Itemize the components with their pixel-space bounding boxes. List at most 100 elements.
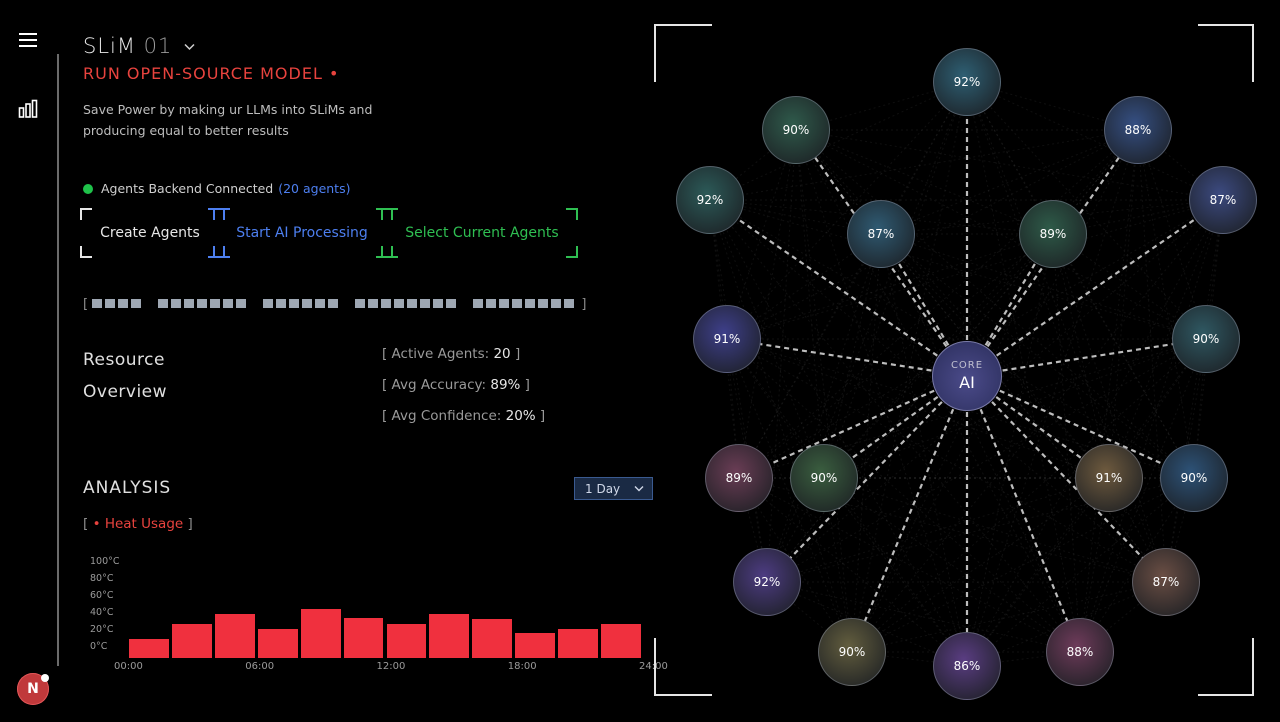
agent-node[interactable]: 87% [847,200,915,268]
network-link [966,337,1207,378]
progress-block [355,299,366,308]
bracket-icon [80,246,92,258]
agent-node[interactable]: 92% [733,548,801,616]
agent-node[interactable]: 90% [1160,444,1228,512]
progress-block [433,299,444,308]
bar-chart-icon[interactable] [18,99,38,119]
left-rail: N [0,0,59,722]
stat-avg-accuracy: [ Avg Accuracy: 89% ] [382,377,530,393]
agent-node[interactable]: 90% [818,618,886,686]
agent-node[interactable]: 92% [933,48,1001,116]
network-link [726,337,968,378]
heat-bar [429,613,470,658]
agent-node[interactable]: 91% [1075,444,1143,512]
progress-block [210,299,221,308]
bracket-icon [80,208,92,220]
y-tick-label: 80°C [90,573,114,584]
chevron-down-icon [634,486,644,492]
stat-bracket: ] [539,408,546,424]
agent-node-accuracy: 87% [1152,575,1180,589]
create-agents-button[interactable]: Create Agents [80,208,220,258]
agent-node[interactable]: 89% [705,444,773,512]
progress-block [263,299,274,308]
progress-block [525,299,536,308]
x-tick-label: 24:00 [639,661,668,672]
network-link [965,375,1082,653]
agent-count: (20 agents) [278,181,351,196]
bracket-icon [376,246,398,258]
x-tick-label: 06:00 [245,661,275,672]
progress-block [420,299,431,308]
heat-bar [214,613,255,658]
agent-node-accuracy: 86% [953,659,981,673]
stat-bracket: ] [524,377,530,393]
stat-label: [ Active Agents: [382,346,490,362]
bracket-icon [208,246,230,258]
stat-active-agents: [ Active Agents: 20 ] [382,346,520,362]
progress-block [328,299,339,308]
start-ai-processing-button[interactable]: Start AI Processing [208,208,386,258]
page-title[interactable]: SLiM 01 [83,34,195,58]
avatar-status-dot [41,674,49,682]
agent-node[interactable]: 90% [1172,305,1240,373]
y-tick-label: 100°C [90,556,120,567]
stat-label: [ Avg Accuracy: [382,377,487,393]
progress-block [223,299,234,308]
network-links [709,81,1224,667]
agent-node[interactable]: 90% [762,96,830,164]
progress-block [158,299,169,308]
heat-bar [558,629,599,658]
agent-node-accuracy: 89% [1039,227,1067,241]
core-label: CORE [950,360,984,371]
agent-node-accuracy: 90% [1180,471,1208,485]
bracket-icon [566,246,578,258]
agent-node[interactable]: 87% [1189,166,1257,234]
agent-node[interactable]: 92% [676,166,744,234]
chevron-down-icon[interactable] [184,43,195,51]
core-ai-node[interactable]: CORE AI [932,341,1002,411]
network-link [966,374,1195,480]
backend-status: Agents Backend Connected (20 agents) [83,181,350,196]
y-tick-label: 0°C [90,641,108,652]
frame-corner [1198,24,1254,82]
metric-bracket: ] [187,516,193,532]
stat-value: 20% [505,408,536,424]
agent-node[interactable]: 89% [1019,200,1087,268]
progress-block [184,299,195,308]
agent-node-accuracy: 91% [1095,471,1123,485]
status-dot-icon [83,183,93,194]
agent-node[interactable]: 86% [933,632,1001,700]
create-agents-label: Create Agents [100,225,200,241]
heat-usage-chart: 100°C 80°C 60°C 40°C 20°C 0°C 00:00 06:00 12:00 1… [90,556,668,678]
select-current-agents-label: Select Current Agents [405,225,559,241]
network-link [966,375,1167,583]
progress-block [512,299,523,308]
agent-node-accuracy: 88% [1124,123,1152,137]
progress-block [105,299,116,308]
page-subtitle: RUN OPEN-SOURCE MODEL • [83,64,340,83]
x-tick-label: 18:00 [507,661,537,672]
agent-node[interactable]: 87% [1132,548,1200,616]
frame-corner [654,638,712,696]
menu-icon[interactable] [19,33,37,47]
stat-label: [ Avg Confidence: [382,408,502,424]
agent-node-accuracy: 92% [753,575,781,589]
progress-block [446,299,457,308]
agent-node[interactable]: 91% [693,305,761,373]
network-link [966,129,1139,377]
progress-block [236,299,247,308]
resource-overview-heading: Resource Overview [83,344,167,408]
agent-node[interactable]: 88% [1046,618,1114,686]
time-range-select[interactable]: 1 Day [574,477,653,500]
x-tick-label: 00:00 [114,661,143,672]
select-current-agents-button[interactable]: Select Current Agents [376,208,578,258]
heat-bar [601,624,641,658]
progress-block [538,299,549,308]
agent-node[interactable]: 90% [790,444,858,512]
agent-node[interactable]: 88% [1104,96,1172,164]
stat-bracket: ] [514,346,521,362]
agent-node-accuracy: 88% [1066,645,1094,659]
agent-network: CORE AI 92% 90% 88% 92% 87% 87% 89% 91% 90% 89% 90… [654,24,1257,700]
app-name: SLiM [83,34,136,58]
network-link [966,199,1224,377]
